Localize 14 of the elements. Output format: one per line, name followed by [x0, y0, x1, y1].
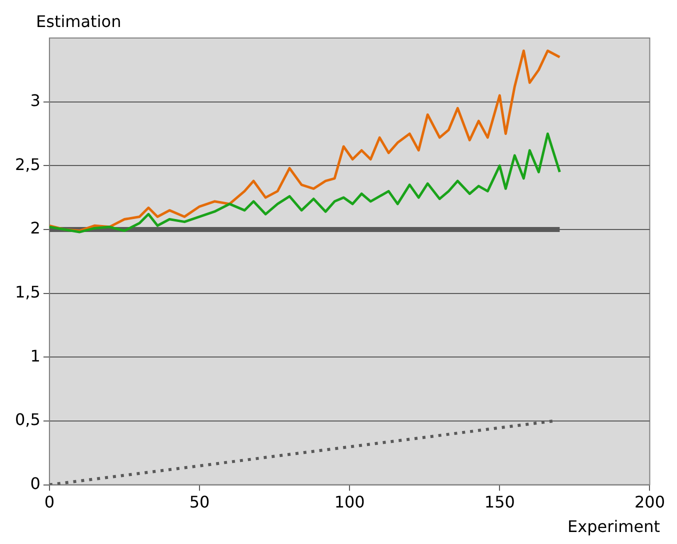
y-tick-label: 3: [30, 90, 40, 110]
y-tick-label: 0: [30, 474, 40, 493]
y-tick-label: 2: [30, 218, 40, 238]
x-axis-title: Experiment: [568, 517, 660, 536]
y-tick-label: 1: [30, 346, 40, 366]
y-axis-title: Estimation: [36, 12, 122, 31]
y-tick-label: 2,5: [14, 154, 40, 174]
x-tick-label: 200: [634, 492, 666, 512]
x-tick-label: 150: [484, 492, 515, 512]
y-tick-label: 1,5: [14, 282, 40, 302]
x-tick-label: 100: [334, 492, 365, 512]
x-tick-label: 0: [44, 492, 55, 512]
x-tick-label: 50: [189, 492, 210, 512]
y-tick-label: 0,5: [14, 410, 40, 430]
